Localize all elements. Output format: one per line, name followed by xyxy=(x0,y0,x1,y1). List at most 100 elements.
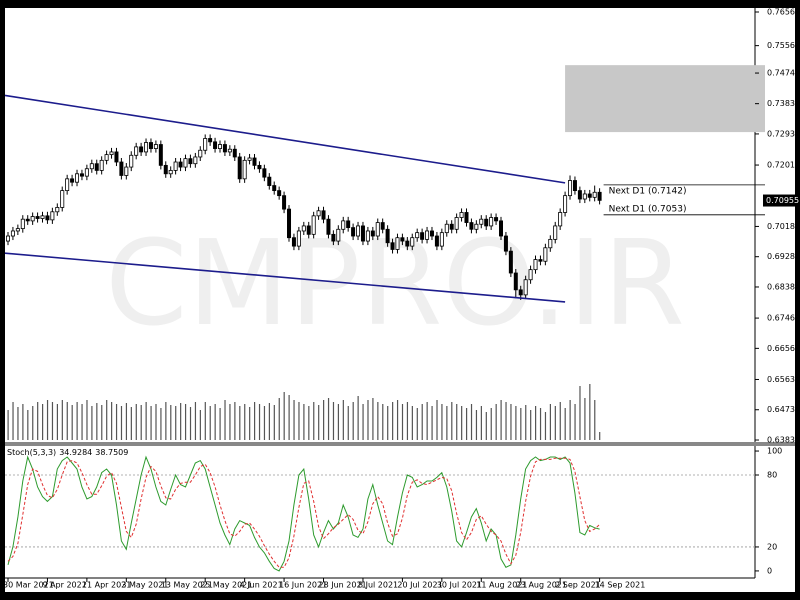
candle-body xyxy=(203,138,208,151)
volume-bar xyxy=(7,410,9,440)
volume-bar xyxy=(327,398,330,440)
y-tick-label: 20 xyxy=(767,542,777,551)
y-tick-label: 0.63835 xyxy=(767,436,800,445)
candle-body xyxy=(356,225,361,237)
candle-body xyxy=(84,168,89,177)
volume-bar xyxy=(456,404,458,440)
volume-bar xyxy=(239,406,241,440)
volume-bar xyxy=(544,412,547,440)
candle-body xyxy=(20,218,25,230)
candle-body xyxy=(405,240,410,247)
candle-body xyxy=(242,159,247,180)
x-tick-label: 30 Mar 2021 xyxy=(3,581,54,590)
candle-body xyxy=(582,193,587,200)
x-tick-label: 3 May 2021 xyxy=(121,581,168,590)
candle-body xyxy=(183,158,188,168)
candle-body xyxy=(15,228,20,232)
candle-body xyxy=(109,151,114,156)
candle-body xyxy=(568,180,573,197)
candle-body xyxy=(75,173,80,183)
candle-body xyxy=(193,156,198,165)
y-tick-label: 0.65635 xyxy=(767,375,800,384)
volume-bar xyxy=(411,406,413,440)
volume-bar xyxy=(32,406,34,440)
y-tick-label: 0.73835 xyxy=(767,99,800,108)
candle-body xyxy=(508,250,513,274)
y-tick-label: 0.67460 xyxy=(767,314,800,323)
volume-bar xyxy=(229,404,231,440)
candle-body xyxy=(158,144,163,166)
candle-body xyxy=(553,225,558,240)
candle-body xyxy=(94,163,99,171)
volume-bar xyxy=(22,404,24,440)
candle-body xyxy=(45,215,50,221)
volume-bar xyxy=(278,398,280,440)
volume-bar xyxy=(461,406,463,440)
volume-bar xyxy=(214,404,216,440)
volume-bar xyxy=(180,403,182,440)
x-tick-label: 2 Sep 2021 xyxy=(555,581,601,590)
candle-body xyxy=(139,146,144,153)
candle-body xyxy=(55,207,60,213)
candle-body xyxy=(380,222,385,230)
x-tick-label: 20 Jul 2021 xyxy=(397,581,442,590)
volume-bar xyxy=(362,404,364,440)
candle-body xyxy=(425,230,430,240)
volume-bar xyxy=(91,406,93,440)
candle-body xyxy=(89,163,94,170)
x-tick-label: 30 Jul 2021 xyxy=(437,581,482,590)
candle-body xyxy=(489,217,494,227)
candle-body xyxy=(336,228,341,242)
candle-body xyxy=(99,159,104,171)
candle-body xyxy=(331,233,336,242)
volume-bar xyxy=(76,402,78,440)
volume-bar xyxy=(165,402,167,440)
candle-body xyxy=(114,151,119,163)
candle-body xyxy=(247,157,252,161)
y-tick-label: 0.66560 xyxy=(767,344,800,353)
candle-body xyxy=(277,190,282,197)
candle-body xyxy=(375,222,380,237)
volume-bar xyxy=(367,400,369,440)
candle-body xyxy=(577,190,582,200)
volume-bar xyxy=(101,405,103,440)
volume-bar xyxy=(273,405,275,440)
volume-bar xyxy=(465,408,468,440)
candle-body xyxy=(119,161,124,176)
x-tick-label: 14 Sep 2021 xyxy=(595,581,646,590)
candle-body xyxy=(459,212,464,218)
candle-body xyxy=(213,141,218,149)
volume-bar xyxy=(500,400,502,440)
candle-body xyxy=(533,259,538,271)
y-tick-label: 0.72010 xyxy=(767,161,800,170)
x-tick-label: 8 Jul 2021 xyxy=(358,581,398,590)
volume-bar xyxy=(451,402,453,440)
candle-body xyxy=(434,235,439,247)
candle-body xyxy=(60,190,65,208)
volume-bar xyxy=(125,403,128,440)
volume-bar xyxy=(42,404,44,440)
candle-body xyxy=(30,216,35,222)
volume-bar xyxy=(61,400,63,440)
volume-bar xyxy=(145,402,147,440)
candle-body xyxy=(351,227,356,237)
volume-bar xyxy=(244,404,246,440)
candle-body xyxy=(134,146,139,156)
volume-bar xyxy=(515,406,517,440)
candle-body xyxy=(257,164,262,170)
y-tick-label: 80 xyxy=(767,471,777,480)
candle-body xyxy=(454,217,459,230)
candle-body xyxy=(444,223,449,234)
candle-body xyxy=(346,220,351,229)
x-tick-label: 23 Aug 2021 xyxy=(516,581,567,590)
x-tick-label: 21 Apr 2021 xyxy=(82,581,131,590)
candle-body xyxy=(70,178,75,183)
candle-body xyxy=(543,247,548,262)
candle-body xyxy=(311,215,316,235)
volume-bar xyxy=(470,404,473,440)
volume-bar xyxy=(579,386,581,440)
volume-bar xyxy=(204,402,206,440)
volume-bar xyxy=(263,406,266,440)
candle-body xyxy=(25,218,30,222)
candle-body xyxy=(415,232,420,239)
